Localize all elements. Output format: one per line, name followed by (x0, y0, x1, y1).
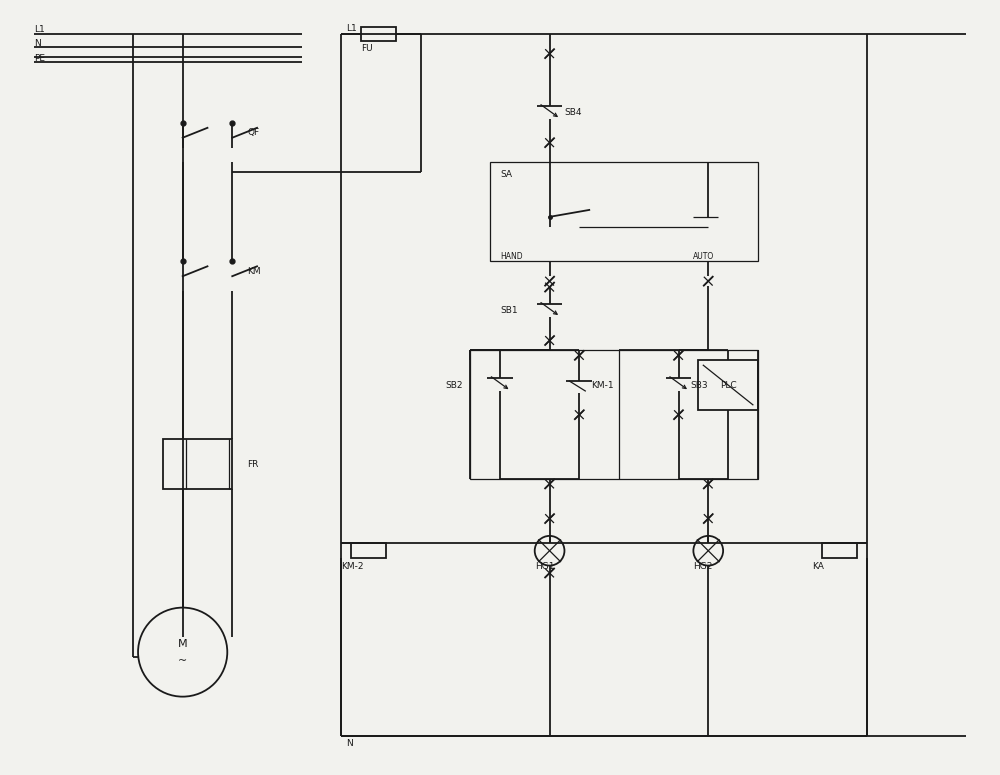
Text: ~: ~ (178, 656, 187, 666)
Text: L1: L1 (346, 24, 357, 33)
Bar (698, 360, 758, 410)
Text: HG2: HG2 (693, 562, 713, 570)
Text: PE: PE (34, 54, 45, 63)
Text: HAND: HAND (500, 252, 523, 261)
Bar (163, 439, 232, 489)
Text: FU: FU (361, 44, 373, 53)
Bar (470, 350, 758, 479)
Text: FR: FR (247, 460, 258, 469)
Text: SB1: SB1 (500, 306, 518, 315)
Text: HG1: HG1 (535, 562, 554, 570)
Text: SB4: SB4 (564, 109, 582, 118)
Bar (351, 543, 386, 558)
Bar (490, 163, 758, 261)
Text: PLC: PLC (720, 381, 736, 390)
Text: KM-1: KM-1 (591, 381, 614, 390)
Text: KA: KA (812, 562, 824, 570)
Text: N: N (34, 40, 41, 48)
Text: L1: L1 (34, 26, 45, 34)
Text: QF: QF (247, 129, 259, 137)
Text: SA: SA (500, 170, 512, 179)
Bar (361, 27, 396, 41)
Text: AUTO: AUTO (693, 252, 715, 261)
Text: KM: KM (247, 267, 261, 276)
Text: N: N (346, 739, 353, 748)
Text: KM-2: KM-2 (341, 562, 364, 570)
Text: M: M (178, 639, 187, 649)
Bar (822, 543, 857, 558)
Text: SB2: SB2 (445, 381, 463, 390)
Text: SB3: SB3 (690, 381, 708, 390)
